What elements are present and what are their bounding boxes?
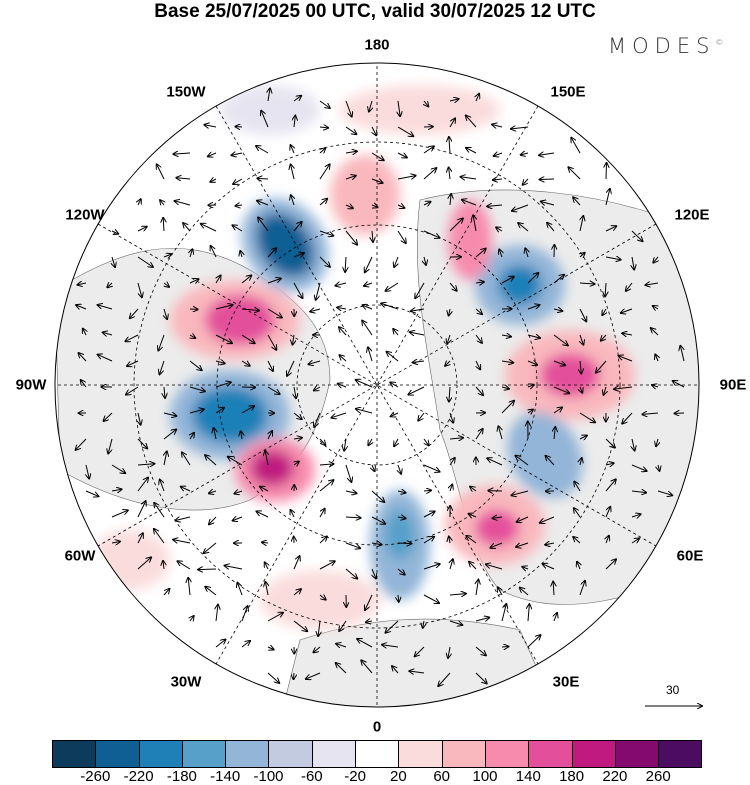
colorbar-swatch (53, 741, 96, 767)
colorbar-swatch (659, 741, 701, 767)
wind-arrow (198, 569, 216, 570)
colorbar-label: 220 (602, 768, 627, 785)
colorbar-label: 60 (433, 768, 450, 785)
lon-label-120e: 120E (674, 207, 709, 224)
wind-arrow (398, 543, 411, 544)
wind-arrow (502, 647, 508, 648)
colorbar-label: -180 (167, 768, 197, 785)
wind-arrow (540, 179, 554, 180)
lon-label-90e: 90E (720, 377, 747, 394)
colorbar-label: 100 (472, 768, 497, 785)
colorbar-label: 20 (390, 768, 407, 785)
colorbar-swatch (313, 741, 356, 767)
colorbar-swatch (443, 741, 486, 767)
wind-arrow (294, 673, 295, 679)
lon-label-60e: 60E (677, 548, 704, 565)
colorbar-label: -140 (210, 768, 240, 785)
colorbar-swatch (183, 741, 226, 767)
wind-arrow (235, 127, 242, 128)
colorbar-label: -260 (80, 768, 110, 785)
colorbar-swatch (356, 741, 399, 767)
colorbar-swatch (140, 741, 183, 767)
lon-label-60w: 60W (65, 548, 96, 565)
wind-arrow (262, 542, 268, 543)
colorbar-swatch (96, 741, 139, 767)
wind-arrow (257, 178, 268, 179)
colorbar-swatch (226, 741, 269, 767)
colorbar-label: 140 (516, 768, 541, 785)
reference-vector-label: 30 (666, 683, 679, 697)
colorbar-label: 180 (559, 768, 584, 785)
colorbar-label: -100 (253, 768, 283, 785)
colorbar-swatch (529, 741, 572, 767)
wind-arrow (606, 163, 607, 179)
wind-arrow (424, 490, 431, 491)
colorbar-swatch (573, 741, 616, 767)
colorbar-label: -220 (124, 768, 154, 785)
colorbar-swatch (486, 741, 529, 767)
lon-label-90w: 90W (16, 377, 47, 394)
lon-label-150w: 150W (166, 84, 205, 101)
colorbar-swatch (616, 741, 659, 767)
colorbar (52, 740, 702, 768)
lon-label-120w: 120W (65, 207, 104, 224)
lon-label-0: 0 (373, 719, 381, 736)
colorbar-swatch (269, 741, 312, 767)
lon-label-30e: 30E (553, 674, 580, 691)
lon-label-180: 180 (364, 37, 389, 54)
colorbar-label: 260 (646, 768, 671, 785)
colorbar-swatch (399, 741, 442, 767)
lon-label-30w: 30W (171, 674, 202, 691)
colorbar-label: -60 (301, 768, 323, 785)
lon-label-150e: 150E (550, 84, 585, 101)
colorbar-label: -20 (344, 768, 366, 785)
